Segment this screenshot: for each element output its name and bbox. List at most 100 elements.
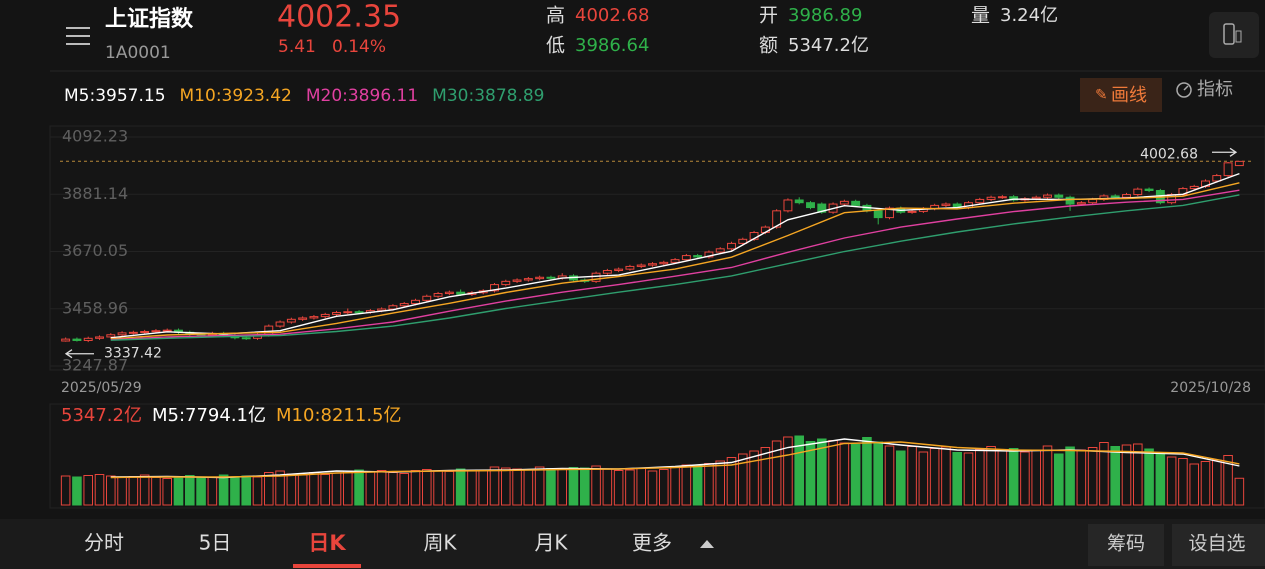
draw-icon: ✎ <box>1095 86 1108 104</box>
volume-bar <box>478 469 489 506</box>
candle-body <box>670 259 680 263</box>
volume-bar <box>602 468 613 506</box>
tab[interactable]: 5日 <box>199 531 232 555</box>
candle-body <box>1031 196 1041 200</box>
volume-bar <box>591 465 601 506</box>
volume-bar <box>737 453 748 506</box>
volume-bar <box>410 470 421 506</box>
low-arrow <box>64 349 94 359</box>
draw-button[interactable]: ✎ 画线 <box>1080 78 1162 112</box>
candle-body <box>1110 195 1120 198</box>
candle-body <box>286 318 296 323</box>
candle-body <box>61 338 71 342</box>
indicator-label: 指标 <box>1197 79 1233 100</box>
candle-body <box>501 280 511 286</box>
y-tick-label: 4092.23 <box>62 127 128 146</box>
volume-bar <box>1087 447 1098 506</box>
volume-legend: 5347.2亿 <box>61 405 142 426</box>
index-name: 上证指数 <box>105 6 194 32</box>
volume-bar <box>636 468 647 506</box>
candle-body <box>128 331 138 334</box>
volume-bar <box>1189 463 1200 506</box>
indicator-button[interactable]: 指标 <box>1176 79 1233 100</box>
chips-button[interactable]: 筹码 <box>1107 533 1145 555</box>
volume-bar <box>162 478 173 506</box>
candle-body <box>72 338 82 341</box>
volume-bar <box>1053 453 1064 506</box>
candle-body <box>1065 196 1075 205</box>
tab[interactable]: 月K <box>534 531 568 555</box>
volume-bar <box>546 468 556 506</box>
volume-bar <box>83 475 94 506</box>
volume-bar <box>173 477 184 506</box>
more-arrow <box>700 540 714 548</box>
volume-bar <box>421 469 432 506</box>
volume-bar <box>455 468 466 506</box>
volume-bar <box>839 442 850 506</box>
candle-body <box>388 305 398 310</box>
volume-bar <box>388 472 398 506</box>
volume-bar <box>873 441 884 506</box>
tab-underline <box>293 564 361 568</box>
candle-body <box>907 210 917 213</box>
amount-value: 5347.2亿 <box>788 35 869 56</box>
volume-bar <box>263 472 274 506</box>
volume-ma-legend: M5:7794.1亿 <box>152 405 266 426</box>
volume-bar <box>1132 443 1143 506</box>
volume-bar <box>1178 458 1188 506</box>
candle-body <box>602 269 612 274</box>
tab[interactable]: 更多 <box>632 531 672 555</box>
candle-body <box>399 303 409 307</box>
volume-bar <box>433 470 443 506</box>
volume-bar <box>579 467 590 506</box>
candle-body <box>625 265 635 270</box>
ma-legend: M30:3878.89 <box>432 86 544 106</box>
kline-chart: M5:3957.15 M10:3923.42 M20:3896.11 M30:3878… <box>49 86 1265 509</box>
ma-line <box>110 194 1240 341</box>
volume-bar <box>1234 477 1245 506</box>
candle-body <box>715 248 725 253</box>
candle-body <box>1043 194 1052 198</box>
volume-bar <box>715 460 726 506</box>
volume-bar <box>1031 449 1042 506</box>
volume-bar <box>309 472 319 506</box>
low-label: 3337.42 <box>104 346 162 362</box>
volume-bar <box>365 471 376 506</box>
low-value: 3986.64 <box>575 35 649 56</box>
candle-body <box>411 299 420 305</box>
volume-bar <box>895 450 906 506</box>
volume-bar <box>692 465 703 506</box>
volume-bar <box>850 444 861 506</box>
volume-bar <box>1110 446 1121 506</box>
volume-bar <box>918 451 929 506</box>
tab[interactable]: 周K <box>423 531 457 555</box>
volume-bar <box>72 476 82 506</box>
tab-active[interactable]: 日K <box>308 531 346 555</box>
volume-bar <box>275 470 285 506</box>
candle-body <box>1144 188 1154 191</box>
volume-bar <box>1144 448 1154 506</box>
tab[interactable]: 分时 <box>84 531 124 555</box>
menu-icon[interactable] <box>66 27 90 45</box>
volume-bar <box>1200 461 1211 506</box>
volume-bar <box>60 475 71 506</box>
volume-bar <box>218 474 229 506</box>
volume-bar <box>1211 459 1222 506</box>
candle-body <box>659 261 669 265</box>
ma-line <box>110 172 1240 339</box>
watchlist-button[interactable]: 设自选 <box>1188 533 1245 555</box>
date-start: 2025/05/29 <box>61 380 142 396</box>
volume-bar <box>805 441 816 506</box>
button-bg <box>1172 524 1265 566</box>
volume-ma-line <box>110 441 1240 479</box>
volume-bar <box>1076 449 1087 506</box>
candle-body <box>275 321 285 327</box>
volume-bar <box>794 435 805 506</box>
candle-body <box>535 276 545 280</box>
candle-body <box>941 203 951 206</box>
candle-body <box>512 279 522 282</box>
volume-bar <box>726 457 737 506</box>
volume-bar <box>974 449 985 506</box>
device-button[interactable] <box>1209 12 1259 58</box>
volume-ma-legend: M10:8211.5亿 <box>276 405 401 426</box>
